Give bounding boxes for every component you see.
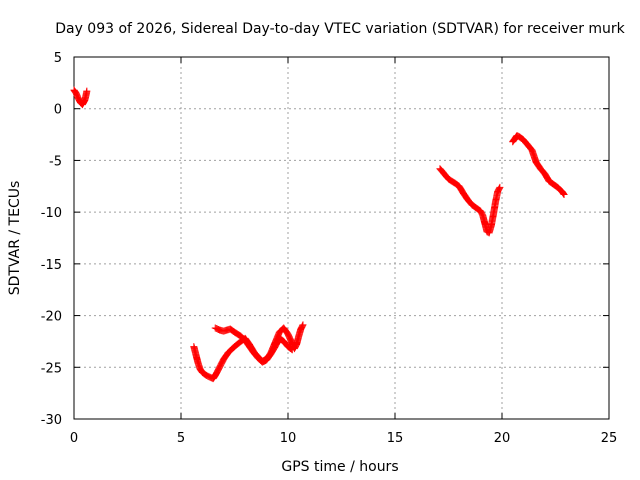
x-tick-label: 5 [177,431,185,446]
x-axis-label: GPS time / hours [281,459,398,475]
data-points [70,86,568,383]
x-tick-label: 10 [280,431,297,446]
y-axis-label: SDTVAR / TECUs [7,181,23,296]
y-tick-label: -5 [49,154,62,169]
data-point [299,321,307,329]
y-tick-label: -25 [41,361,62,376]
grid-lines [74,57,609,419]
data-point [559,189,567,197]
x-tick-label: 20 [494,431,511,446]
x-tick-label: 15 [387,431,404,446]
data-point [270,344,278,352]
data-point [72,88,80,96]
y-tick-label: 5 [54,51,62,66]
data-point [298,322,306,330]
x-tick-label: 25 [601,431,618,446]
data-point [287,344,295,352]
data-point [560,190,568,198]
data-point [496,183,504,191]
y-tick-label: -20 [41,310,62,325]
y-tick-label: -30 [41,413,62,428]
data-point [287,345,295,353]
data-point [288,346,296,354]
data-point [83,87,91,95]
y-tick-label: 0 [54,103,62,118]
axis-ticks: 0 5 10 15 20 25 5 0 -5 -10 -15 -20 -25 -30 [41,51,618,446]
plot-frame [73,56,610,420]
y-tick-label: -15 [41,258,62,273]
data-point [560,191,568,199]
chart-title: Day 093 of 2026, Sidereal Day-to-day VTE… [55,21,625,37]
y-tick-label: -10 [41,206,62,221]
data-point [211,372,219,380]
x-tick-label: 0 [70,431,78,446]
data-point [495,184,503,192]
